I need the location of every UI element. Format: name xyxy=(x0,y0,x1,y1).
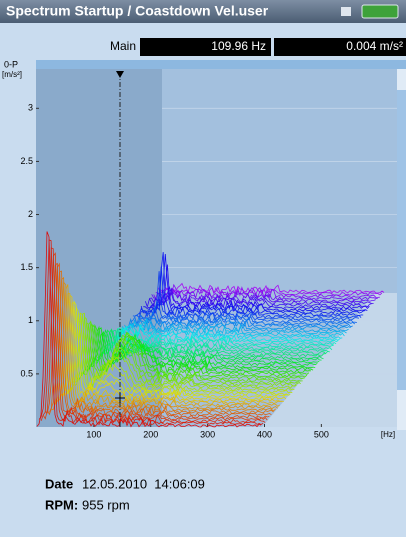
y-unit: [m/s²] xyxy=(2,70,22,79)
readout-box xyxy=(140,38,271,56)
trace xyxy=(130,311,356,326)
trace xyxy=(136,271,362,319)
trace xyxy=(91,332,316,369)
trace xyxy=(45,262,270,419)
trace xyxy=(134,300,360,322)
y-tick-label: 3 xyxy=(28,103,33,113)
trace xyxy=(95,329,320,364)
scrollbar-thumb[interactable] xyxy=(397,90,406,390)
trace xyxy=(63,300,289,398)
trace xyxy=(53,281,278,410)
trace xyxy=(151,289,376,303)
waterfall xyxy=(36,231,385,428)
date-label: Date xyxy=(45,476,73,491)
trace xyxy=(117,323,343,339)
trace xyxy=(155,283,380,299)
trace xyxy=(36,231,262,428)
readout-box xyxy=(274,38,406,56)
title: Spectrum Startup / Coastdown Vel.user xyxy=(6,3,269,19)
trace xyxy=(122,318,347,335)
trace xyxy=(59,294,284,404)
trace xyxy=(99,328,324,360)
trace xyxy=(107,326,333,351)
trace xyxy=(38,239,264,426)
y-tick-label: 1 xyxy=(28,315,33,325)
trace xyxy=(47,262,272,417)
y-tick-label: 2.5 xyxy=(20,156,33,166)
amplitude-readout: 0.004 m/s² xyxy=(346,39,403,53)
trace xyxy=(140,252,366,314)
trace xyxy=(138,266,364,317)
y-tick-label: 2 xyxy=(28,209,33,219)
plot-floor xyxy=(262,293,397,427)
trace xyxy=(42,252,268,421)
trace xyxy=(120,321,345,337)
trace xyxy=(57,293,282,405)
trace xyxy=(105,328,330,353)
trace xyxy=(143,253,368,312)
title-bar xyxy=(0,0,406,23)
date: 12.05.2010 14:06:09 xyxy=(82,476,205,491)
y-tick-label: 0.5 xyxy=(20,368,33,378)
rpm: 955 rpm xyxy=(82,497,130,512)
x-tick-label: 300 xyxy=(200,429,215,439)
x-unit: [Hz] xyxy=(381,430,395,439)
trace xyxy=(111,326,337,346)
trace xyxy=(84,323,310,376)
trace xyxy=(72,312,297,389)
trace xyxy=(86,325,312,374)
crosshair xyxy=(115,393,125,403)
readout-label: Main xyxy=(110,39,136,53)
status-icons xyxy=(341,4,399,19)
trace xyxy=(149,288,374,306)
trace xyxy=(49,270,274,415)
trace xyxy=(153,287,378,301)
x-tick-label: 400 xyxy=(257,429,272,439)
rpm-label: RPM: xyxy=(45,497,78,512)
cursor-marker[interactable] xyxy=(116,71,124,78)
x-tick-label: 200 xyxy=(143,429,158,439)
trace xyxy=(147,285,372,308)
trace xyxy=(68,313,293,394)
y-label: 0-P xyxy=(4,59,18,69)
trace xyxy=(51,276,276,412)
x-tick-label: 100 xyxy=(86,429,101,439)
y-tick-label: 1.5 xyxy=(20,262,33,272)
trace xyxy=(92,330,318,367)
chart-header-bar xyxy=(36,60,406,69)
frequency-readout: 109.96 Hz xyxy=(211,39,266,53)
trace xyxy=(157,286,383,297)
trace xyxy=(78,320,303,383)
trace xyxy=(126,316,351,330)
trace xyxy=(109,329,335,349)
trace xyxy=(65,306,291,397)
trace xyxy=(61,302,287,401)
x-tick-label: 500 xyxy=(314,429,329,439)
trace xyxy=(80,322,305,381)
